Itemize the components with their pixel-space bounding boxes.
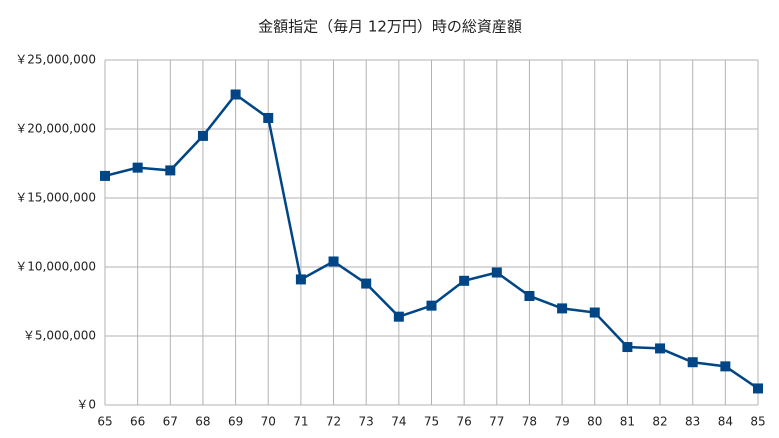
x-tick-label: 72	[326, 415, 341, 429]
data-point	[459, 275, 470, 286]
data-point	[295, 274, 306, 285]
x-tick-label: 78	[522, 415, 537, 429]
x-tick-label: 77	[489, 415, 504, 429]
data-point	[197, 130, 208, 141]
data-point	[165, 165, 176, 176]
x-tick-label: 76	[457, 415, 472, 429]
data-point	[230, 89, 241, 100]
y-tick-label: ￥5,000,000	[23, 329, 96, 343]
data-point	[687, 357, 698, 368]
x-tick-label: 67	[163, 415, 178, 429]
data-point	[100, 170, 110, 181]
data-point	[720, 361, 731, 372]
x-tick-label: 85	[750, 415, 765, 429]
data-point	[132, 162, 143, 173]
x-tick-label: 81	[620, 415, 635, 429]
data-point	[589, 307, 600, 318]
x-tick-label: 79	[554, 415, 569, 429]
data-point	[622, 342, 633, 353]
data-point	[524, 290, 535, 301]
x-tick-label: 71	[293, 415, 308, 429]
x-tick-label: 68	[195, 415, 210, 429]
data-point	[557, 303, 568, 314]
y-tick-label: ￥0	[76, 398, 96, 412]
y-tick-label: ￥20,000,000	[15, 122, 96, 136]
x-tick-label: 70	[261, 415, 276, 429]
x-tick-label: 73	[359, 415, 374, 429]
x-tick-label: 83	[685, 415, 700, 429]
data-point	[753, 383, 763, 394]
x-tick-label: 66	[130, 415, 145, 429]
x-tick-label: 80	[587, 415, 602, 429]
data-point	[426, 300, 437, 311]
data-point	[393, 311, 404, 322]
y-tick-label: ￥25,000,000	[15, 53, 96, 67]
data-point	[361, 278, 372, 289]
y-tick-label: ￥15,000,000	[15, 191, 96, 205]
x-tick-label: 74	[391, 415, 406, 429]
x-tick-label: 75	[424, 415, 439, 429]
data-point	[263, 112, 274, 123]
data-point	[655, 343, 666, 354]
data-point	[328, 256, 339, 267]
x-tick-label: 69	[228, 415, 243, 429]
chart-title: 金額指定（毎月 12万円）時の総資産額	[258, 18, 522, 36]
y-tick-label: ￥10,000,000	[15, 260, 96, 274]
x-tick-label: 82	[652, 415, 667, 429]
data-point	[491, 267, 502, 278]
x-tick-label: 65	[97, 415, 112, 429]
x-tick-label: 84	[718, 415, 733, 429]
